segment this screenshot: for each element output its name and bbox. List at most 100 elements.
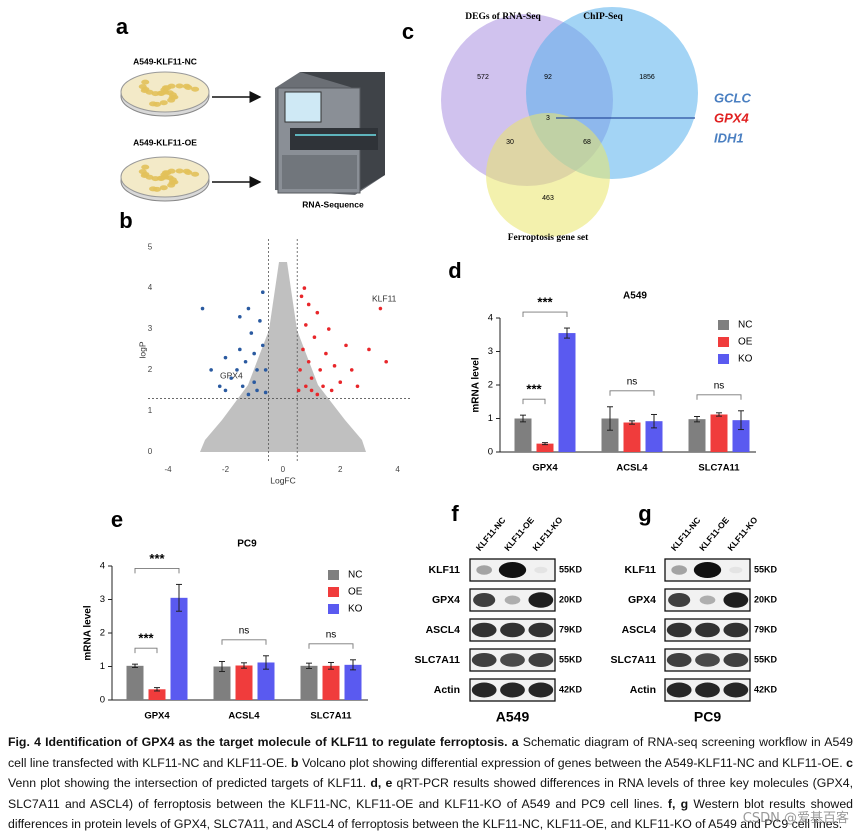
machine-label: RNA-Sequence bbox=[302, 199, 364, 209]
size-label: 20KD bbox=[754, 594, 778, 604]
legend-label: NC bbox=[348, 570, 362, 581]
volcano-point bbox=[309, 376, 314, 380]
bar bbox=[688, 419, 706, 452]
volcano-point bbox=[349, 368, 354, 372]
significance-label: *** bbox=[149, 551, 165, 566]
protein-label: KLF11 bbox=[428, 564, 460, 576]
cell bbox=[141, 164, 150, 170]
volcano-point bbox=[315, 392, 320, 397]
blot-band bbox=[666, 682, 692, 698]
volcano-point bbox=[249, 331, 254, 335]
venn-count: 572 bbox=[477, 74, 489, 81]
volcano-point bbox=[318, 368, 322, 372]
axis-label: LogFC bbox=[270, 475, 296, 485]
venn-set-label: ChIP-Seq bbox=[583, 12, 623, 22]
axis-label: logP bbox=[137, 341, 147, 358]
panel-letter: f bbox=[451, 501, 459, 526]
volcano-point bbox=[209, 368, 213, 372]
volcano-point bbox=[332, 364, 337, 368]
lane-label: KLF11-KO bbox=[530, 515, 564, 553]
size-label: 55KD bbox=[754, 654, 778, 664]
bar bbox=[235, 665, 253, 700]
x-tick-label: SLC7A11 bbox=[310, 711, 352, 722]
protein-label: SLC7A11 bbox=[414, 654, 460, 666]
cell bbox=[141, 79, 150, 85]
volcano-point bbox=[200, 306, 205, 311]
y-tick-label: 4 bbox=[488, 313, 493, 324]
significance-bracket bbox=[609, 390, 655, 396]
cell bbox=[156, 90, 165, 96]
bar bbox=[126, 665, 144, 700]
x-tick-label: 0 bbox=[281, 465, 286, 474]
volcano-point bbox=[355, 384, 360, 389]
x-tick-label: 4 bbox=[395, 465, 400, 474]
y-tick-label: 3 bbox=[148, 324, 153, 333]
venn-count: 30 bbox=[506, 139, 514, 146]
x-tick-label: 2 bbox=[338, 465, 343, 474]
volcano-point bbox=[235, 368, 239, 372]
legend-swatch bbox=[718, 320, 729, 330]
venn-count: 463 bbox=[542, 195, 554, 202]
blot-band bbox=[695, 622, 720, 638]
y-tick-label: 2 bbox=[100, 628, 105, 639]
bar bbox=[558, 333, 576, 452]
cell bbox=[184, 85, 193, 91]
bar bbox=[148, 689, 166, 700]
cell bbox=[163, 170, 172, 176]
volcano-point bbox=[258, 319, 262, 323]
legend-swatch bbox=[718, 354, 729, 364]
cell bbox=[175, 83, 184, 89]
protein-label: ASCL4 bbox=[622, 624, 657, 636]
volcano-point bbox=[324, 351, 328, 356]
cell bbox=[175, 168, 184, 174]
y-tick-label: 3 bbox=[100, 594, 105, 605]
bar bbox=[601, 418, 619, 452]
volcano-point bbox=[252, 380, 256, 385]
volcano-point bbox=[367, 347, 371, 352]
size-label: 79KD bbox=[559, 624, 583, 634]
panel-letter: c bbox=[402, 19, 414, 44]
blot-band bbox=[500, 653, 525, 667]
blot-band bbox=[528, 682, 554, 698]
gene-label: GPX4 bbox=[220, 370, 243, 380]
y-tick-label: 4 bbox=[148, 283, 153, 292]
volcano-point bbox=[344, 343, 348, 348]
venn-set-label: Ferroptosis gene set bbox=[508, 233, 589, 243]
volcano-gray-cloud bbox=[200, 262, 366, 452]
volcano-point bbox=[338, 380, 343, 385]
volcano-point bbox=[296, 388, 301, 393]
significance-label: ns bbox=[627, 376, 638, 387]
cell bbox=[156, 175, 165, 181]
watermark: CSDN @爱基百客 bbox=[742, 811, 849, 826]
legend-label: KO bbox=[738, 354, 753, 365]
bar bbox=[213, 666, 231, 700]
volcano-point bbox=[223, 355, 228, 360]
size-label: 55KD bbox=[754, 564, 778, 574]
caption-bold: d, e bbox=[370, 776, 393, 790]
x-tick-label: ACSL4 bbox=[228, 711, 260, 722]
volcano-point bbox=[238, 314, 242, 319]
volcano-point bbox=[384, 359, 388, 364]
gene-label: KLF11 bbox=[372, 293, 397, 303]
caption-bold: f, g bbox=[667, 796, 689, 811]
volcano-point bbox=[255, 368, 259, 372]
venn-gene: GCLC bbox=[714, 90, 751, 105]
cell bbox=[168, 95, 177, 101]
volcano-point bbox=[217, 384, 222, 389]
legend-swatch bbox=[328, 587, 339, 597]
volcano-point bbox=[304, 384, 308, 389]
caption-text: Venn plot showing the intersection of pr… bbox=[8, 776, 371, 790]
blot-band bbox=[500, 682, 525, 698]
protein-label: GPX4 bbox=[432, 594, 460, 606]
venn-diagram: DEGs of RNA-Seq ChIP-Seq Ferroptosis gene … bbox=[441, 7, 751, 243]
dish-label: A549-KLF11-OE bbox=[133, 137, 197, 147]
cell bbox=[168, 180, 177, 186]
y-tick-label: 1 bbox=[488, 413, 493, 424]
bar bbox=[710, 414, 728, 452]
volcano-point bbox=[306, 302, 311, 307]
significance-label: ns bbox=[326, 629, 337, 640]
volcano-point bbox=[304, 323, 308, 327]
bar bbox=[623, 422, 641, 452]
venn-count: 3 bbox=[546, 115, 550, 122]
